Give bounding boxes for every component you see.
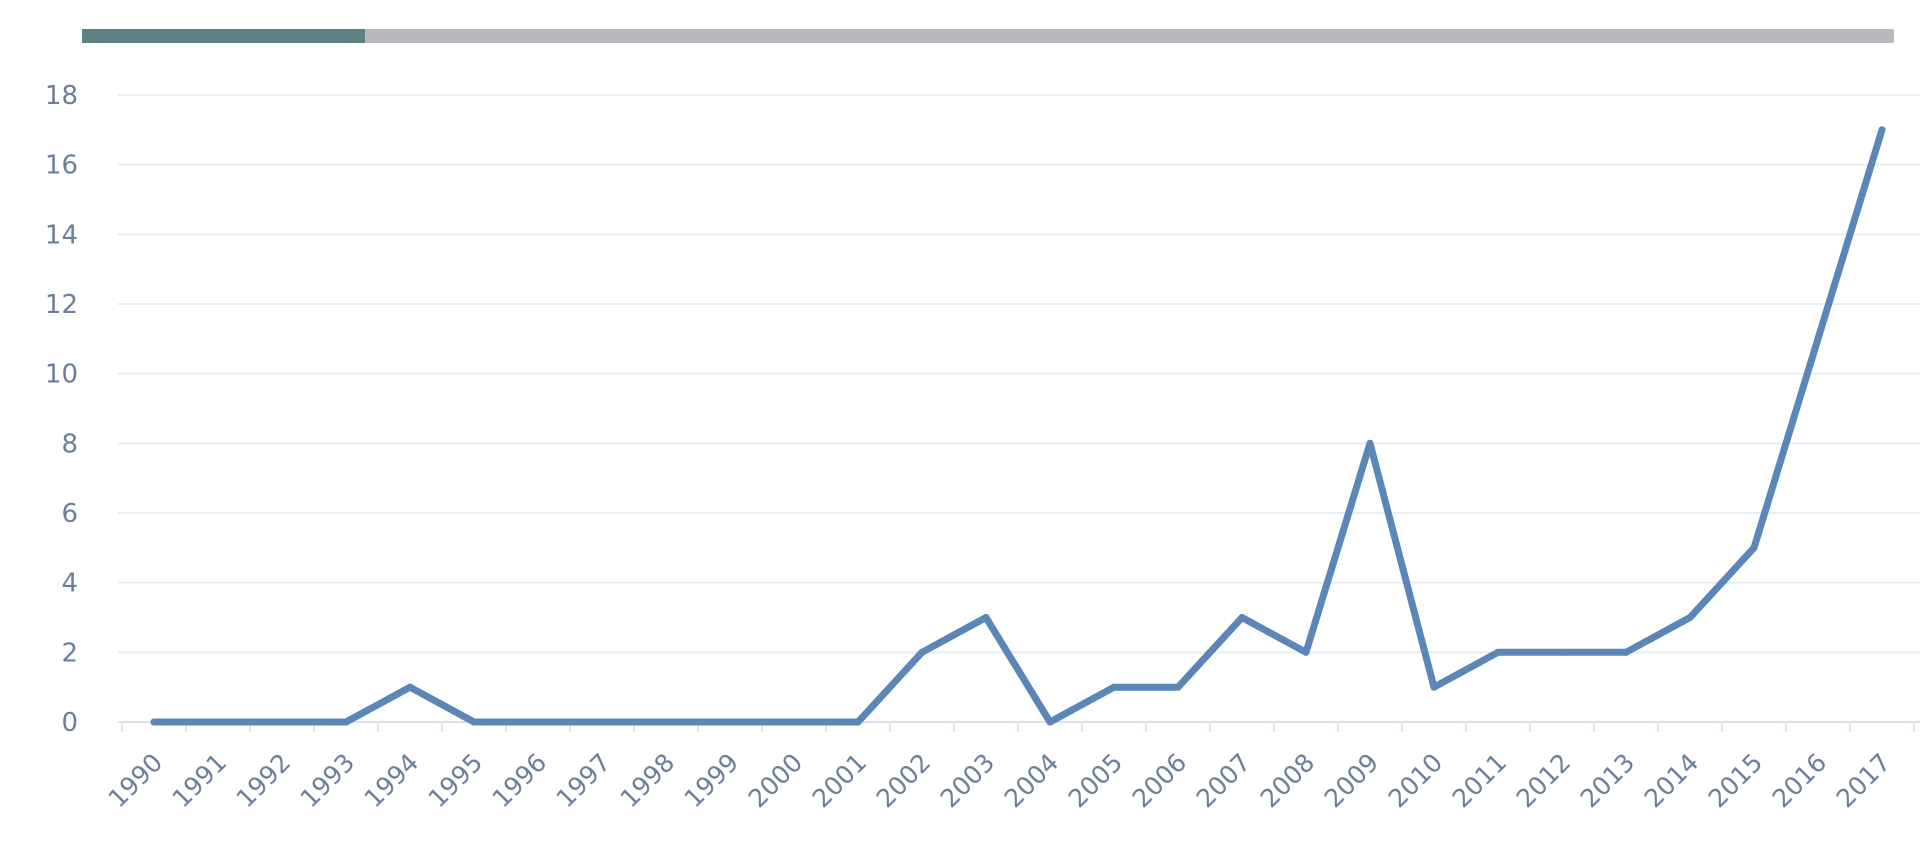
x-tick-label: 2013 xyxy=(1575,748,1640,813)
progress-bar xyxy=(82,29,1894,43)
data-point xyxy=(150,718,158,726)
x-tick-label: 2003 xyxy=(935,748,1000,813)
x-tick-label: 1996 xyxy=(487,748,552,813)
y-tick-label: 6 xyxy=(61,499,78,529)
x-tick-label: 1999 xyxy=(679,748,744,813)
x-tick-label: 2011 xyxy=(1447,748,1512,813)
data-point xyxy=(918,648,926,656)
x-tick-label: 1998 xyxy=(615,748,680,813)
x-tick-label: 2001 xyxy=(807,748,872,813)
data-point xyxy=(470,718,478,726)
data-point xyxy=(1622,648,1630,656)
x-tick-label: 2006 xyxy=(1127,748,1192,813)
y-tick-label: 10 xyxy=(45,360,78,390)
y-tick-label: 14 xyxy=(45,220,78,250)
x-tick-label: 1993 xyxy=(295,748,360,813)
data-point xyxy=(1558,648,1566,656)
x-tick-label: 1992 xyxy=(231,748,296,813)
x-tick-label: 2015 xyxy=(1703,748,1768,813)
data-point xyxy=(1302,648,1310,656)
x-tick-label: 1990 xyxy=(103,748,168,813)
y-tick-label: 16 xyxy=(45,151,78,181)
x-tick-label: 2007 xyxy=(1191,748,1256,813)
x-tick-label: 2008 xyxy=(1255,748,1320,813)
x-tick-label: 2014 xyxy=(1639,748,1704,813)
data-point xyxy=(214,718,222,726)
data-point xyxy=(1238,614,1246,621)
x-tick-label: 2012 xyxy=(1511,748,1576,813)
data-point xyxy=(1430,683,1438,691)
data-point xyxy=(982,614,990,621)
series-line xyxy=(150,126,1886,726)
x-tick-label: 2017 xyxy=(1831,748,1896,813)
y-tick-label: 2 xyxy=(61,638,78,668)
data-point xyxy=(406,683,414,691)
x-tick-label: 2004 xyxy=(999,748,1064,813)
x-tick-label: 1994 xyxy=(359,748,424,813)
y-tick-label: 8 xyxy=(61,429,78,459)
data-point xyxy=(1494,648,1502,656)
data-point xyxy=(854,718,862,726)
x-tick-label: 2002 xyxy=(871,748,936,813)
y-tick-label: 0 xyxy=(61,708,78,738)
x-tick-label: 1995 xyxy=(423,748,488,813)
x-tick-label: 2009 xyxy=(1319,748,1384,813)
x-tick-label: 2000 xyxy=(743,748,808,813)
data-point xyxy=(1110,683,1118,691)
data-point xyxy=(726,718,734,726)
data-point xyxy=(1046,718,1054,726)
data-point xyxy=(1174,683,1182,691)
data-point xyxy=(790,718,798,726)
y-tick-label: 4 xyxy=(61,569,78,599)
data-point xyxy=(662,718,670,726)
data-point xyxy=(598,718,606,726)
x-tick-label: 1991 xyxy=(167,748,232,813)
data-point xyxy=(1366,439,1374,447)
x-tick-label: 2016 xyxy=(1767,748,1832,813)
data-point xyxy=(534,718,542,726)
data-point xyxy=(278,718,286,726)
data-point xyxy=(1878,126,1886,134)
progress-bar-fill xyxy=(82,29,365,43)
data-point xyxy=(1814,335,1822,343)
data-point xyxy=(1750,544,1758,552)
x-tick-label: 2005 xyxy=(1063,748,1128,813)
data-point xyxy=(1686,614,1694,621)
x-tick-label: 2010 xyxy=(1383,748,1448,813)
x-tick-label: 1997 xyxy=(551,748,616,813)
data-point xyxy=(342,718,350,726)
y-tick-label: 12 xyxy=(45,290,78,320)
y-tick-label: 18 xyxy=(45,81,78,111)
